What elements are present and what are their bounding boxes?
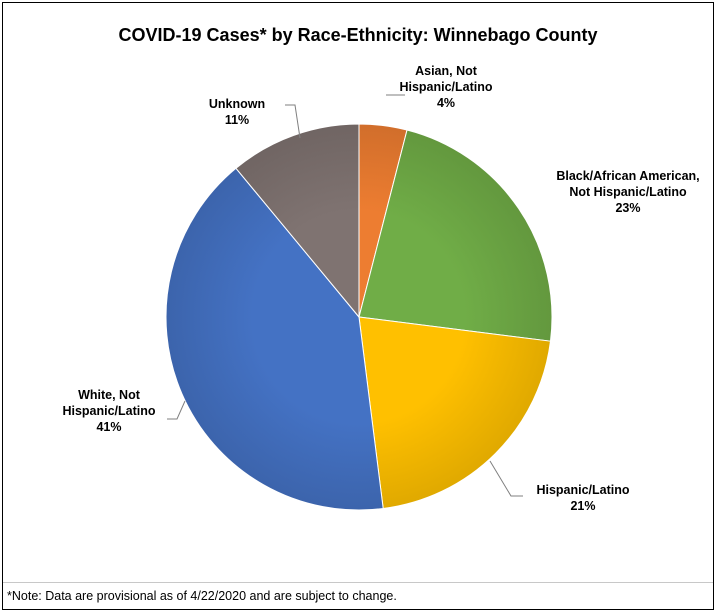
slice-label-unknown: Unknown 11% — [197, 96, 277, 128]
slice-label-black: Black/African American, Not Hispanic/Lat… — [543, 168, 713, 216]
pie-slice-unknown — [235, 123, 360, 319]
pie-slice-black — [358, 129, 553, 342]
slice-label-asian-line2: Hispanic/Latino — [399, 80, 493, 94]
slice-label-white: White, Not Hispanic/Latino 41% — [49, 387, 169, 435]
slice-label-black-line2: Not Hispanic/Latino — [569, 185, 687, 199]
leader-line-hispanic — [489, 460, 523, 497]
pie-slice-white — [165, 167, 384, 511]
chart-title: COVID-19 Cases* by Race-Ethnicity: Winne… — [118, 25, 598, 45]
slice-value-black: 23% — [615, 201, 641, 215]
slice-label-white-line2: Hispanic/Latino — [62, 404, 156, 418]
slice-label-black-line1: Black/African American, — [556, 169, 700, 183]
slice-label-unknown-line1: Unknown — [208, 97, 266, 111]
slice-label-asian: Asian, Not Hispanic/Latino 4% — [371, 63, 521, 111]
leader-line-unknown — [285, 104, 301, 139]
slice-value-hispanic: 21% — [570, 499, 596, 513]
slice-value-white: 41% — [96, 420, 122, 434]
slice-label-hispanic-line1: Hispanic/Latino — [536, 483, 630, 497]
footnote-bar: *Note: Data are provisional as of 4/22/2… — [3, 582, 713, 609]
pie-slice-hispanic — [358, 316, 552, 510]
pie-chart — [165, 94, 553, 511]
slice-value-unknown: 11% — [224, 113, 250, 127]
leader-line-white — [167, 400, 186, 420]
slice-value-asian: 4% — [436, 96, 456, 110]
slice-label-hispanic: Hispanic/Latino 21% — [523, 482, 643, 514]
slice-label-asian-line1: Asian, Not — [415, 64, 477, 78]
footnote: *Note: Data are provisional as of 4/22/2… — [7, 589, 397, 603]
slice-label-white-line1: White, Not — [78, 388, 140, 402]
